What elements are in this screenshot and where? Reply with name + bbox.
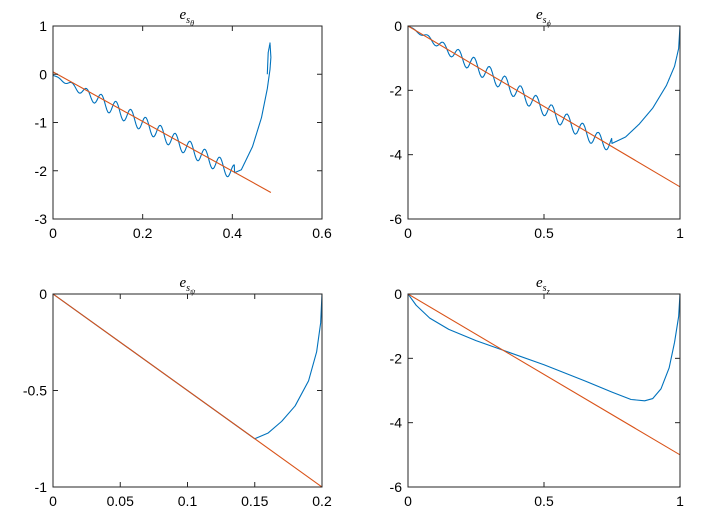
x-tick-label: 0 <box>404 225 412 241</box>
y-tick-label: -6 <box>390 211 403 227</box>
x-tick-label: 0.15 <box>241 493 268 509</box>
series-group <box>53 294 322 487</box>
series-line-2 <box>408 26 680 188</box>
series-group <box>408 294 680 456</box>
y-tick-label: -4 <box>390 415 403 431</box>
y-tick-label: 0 <box>394 286 402 302</box>
x-tick-label: 0.5 <box>534 493 554 509</box>
x-tick-label: 0.2 <box>133 225 153 241</box>
series-line-2 <box>53 294 322 487</box>
subplot-3: 0 0.05 0.1 0.15 0.2 0 -0.5 -1 esψ <box>23 275 332 509</box>
x-tick-label: 0.1 <box>178 493 198 509</box>
series-line-1 <box>53 294 322 440</box>
y-tick-label: -1 <box>35 479 48 495</box>
subplot-2: 0 0.5 1 0 -2 -4 -6 esϕ <box>390 7 685 241</box>
y-tick-label: -6 <box>390 479 403 495</box>
y-tick-label: -4 <box>390 147 403 163</box>
y-tick-label: 0 <box>39 286 47 302</box>
x-tick-label: 0.6 <box>312 225 332 241</box>
x-tick-label: 1 <box>676 493 684 509</box>
subplot-title: esψ <box>180 275 197 296</box>
subplot-4: 0 0.5 1 0 -2 -4 -6 esz <box>390 275 685 509</box>
x-tick-label: 0 <box>49 225 57 241</box>
series-line-1 <box>53 42 272 178</box>
x-tick-label: 0.05 <box>107 493 134 509</box>
x-tick-label: 0.5 <box>534 225 554 241</box>
series-line-2 <box>408 294 680 456</box>
x-tick-label: 1 <box>676 225 684 241</box>
series-line-1 <box>408 26 680 151</box>
y-tick-label: 0 <box>394 18 402 34</box>
x-tick-label: 0.2 <box>312 493 332 509</box>
y-tick-label: -1 <box>35 115 48 131</box>
axes-box <box>407 293 681 488</box>
y-tick-label: -3 <box>35 211 48 227</box>
series-line-1 <box>408 294 680 402</box>
subplot-title: esz <box>536 275 551 296</box>
series-group <box>53 42 272 193</box>
y-tick-label: 1 <box>39 18 47 34</box>
axes-box <box>407 25 681 220</box>
y-tick-label: -2 <box>390 82 403 98</box>
x-tick-label: 0.4 <box>223 225 243 241</box>
x-tick-label: 0 <box>49 493 57 509</box>
x-tick-label: 0 <box>404 493 412 509</box>
subplot-1: 0 0.2 0.4 0.6 1 0 -1 -2 -3 esθ <box>35 7 332 241</box>
subplot-title: esϕ <box>536 7 551 28</box>
y-tick-label: -2 <box>35 163 48 179</box>
subplot-title: esθ <box>180 7 195 28</box>
y-tick-label: -2 <box>390 350 403 366</box>
series-group <box>408 26 680 188</box>
axes-box <box>52 25 323 220</box>
y-tick-label: -0.5 <box>23 383 47 399</box>
series-line-2 <box>53 71 272 193</box>
y-tick-label: 0 <box>39 66 47 82</box>
